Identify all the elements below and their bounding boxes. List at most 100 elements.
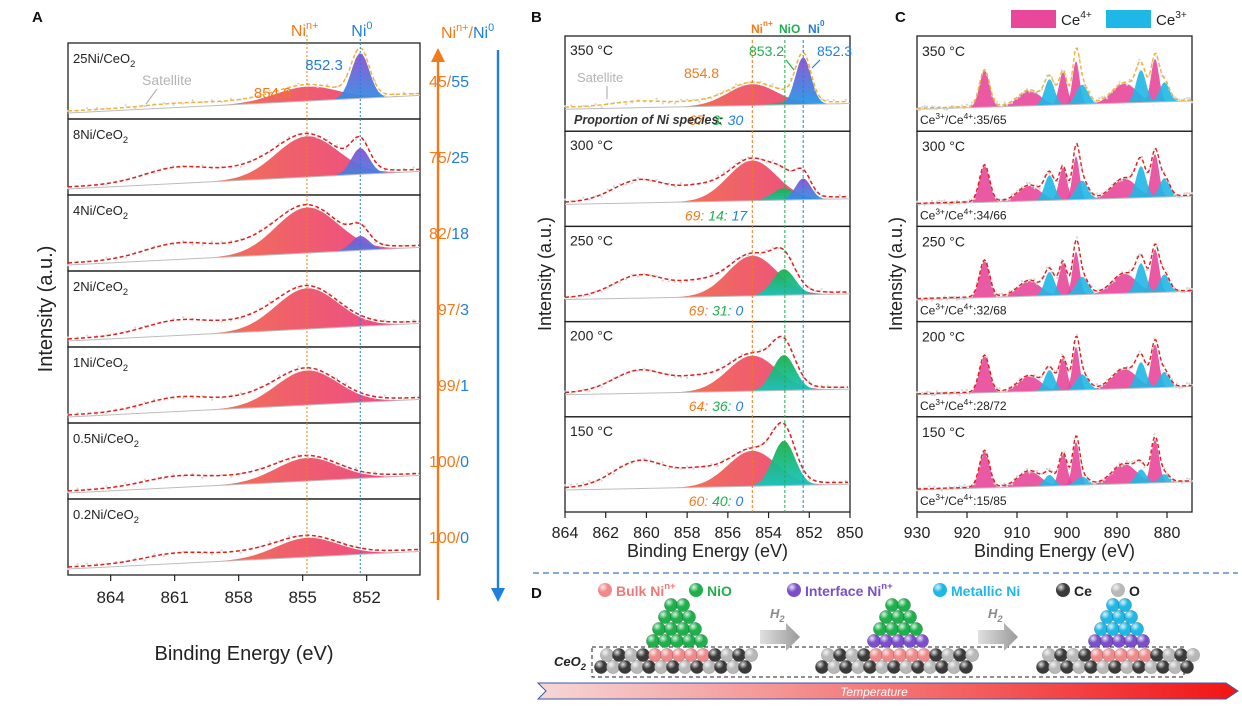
area-ce4: [1047, 358, 1078, 391]
ce-ratio-a-sup: 3+: [935, 397, 945, 407]
atom-shine: [875, 660, 889, 674]
sample-name-sub: 2: [134, 515, 139, 525]
data-point: [1048, 366, 1051, 369]
data-point: [1128, 461, 1131, 464]
data-point: [661, 102, 664, 105]
atom-shine: [738, 660, 752, 674]
data-point: [753, 349, 756, 352]
data-point: [1170, 479, 1174, 483]
fit-envelope: [565, 51, 849, 108]
ce-ratio-a: Ce: [920, 208, 936, 222]
data-point: [948, 203, 951, 206]
proportion-values: 69: 14: 17: [685, 207, 749, 223]
ratio-header: Nin+/Ni0: [441, 22, 494, 42]
area-ce3: [1144, 82, 1184, 103]
ratio-sep: /: [456, 454, 461, 471]
data-point: [1070, 263, 1074, 267]
data-point: [1100, 96, 1104, 99]
data-point: [297, 82, 300, 85]
data-point: [1073, 437, 1076, 440]
ce-ratio-value-a: 15: [977, 494, 991, 508]
support-label-main: CeO: [554, 654, 581, 669]
data-point: [1005, 389, 1009, 392]
data-point: [86, 106, 89, 110]
x-tick-label: 910: [1004, 525, 1031, 542]
data-point: [655, 274, 658, 278]
data-point: [765, 440, 768, 443]
data-point: [637, 176, 640, 179]
data-point: [943, 199, 946, 202]
peak-label-2: 852.3: [305, 57, 343, 74]
atom-shine: [947, 660, 961, 674]
data-point: [306, 134, 310, 137]
data-point: [612, 377, 615, 380]
fit-envelope: [67, 46, 421, 112]
fit-envelope: [67, 132, 421, 188]
data-point: [820, 98, 823, 101]
data-point: [1055, 468, 1059, 472]
atom-shine: [678, 660, 692, 674]
data-point: [1185, 382, 1189, 385]
data-point: [692, 467, 695, 470]
data-point: [814, 189, 817, 193]
satellite-label: Satellite: [142, 72, 192, 88]
area-ce3: [1029, 271, 1069, 297]
data-point: [201, 100, 204, 104]
data-point: [759, 253, 762, 256]
atom-shine: [732, 648, 746, 662]
data-point: [1125, 177, 1129, 180]
data-point: [210, 553, 214, 556]
proportion-sep: :: [704, 303, 712, 319]
data-point: [1150, 251, 1154, 255]
data-point: [268, 540, 271, 543]
data-point: [594, 194, 597, 197]
data-point: [930, 393, 934, 397]
data-point: [582, 388, 585, 391]
data-point: [759, 444, 762, 447]
ce-ratio-label: Ce3+/Ce4+:32/68: [920, 302, 1007, 318]
data-point: [172, 103, 175, 106]
data-point: [105, 107, 108, 110]
data-point: [925, 390, 929, 393]
data-point: [1188, 382, 1191, 385]
data-point: [134, 326, 137, 329]
area-ce4: [1062, 346, 1089, 391]
data-point: [940, 106, 944, 110]
data-point: [935, 390, 939, 393]
data-point: [1038, 187, 1041, 190]
data-point: [268, 300, 271, 303]
atom-shine: [873, 622, 887, 636]
sample-name-sub: 2: [130, 59, 135, 69]
data-point: [606, 188, 609, 191]
data-point: [278, 91, 281, 94]
data-point: [1163, 364, 1166, 368]
data-point: [134, 107, 137, 110]
data-point: [940, 391, 944, 394]
h2-label-main: H: [770, 606, 780, 621]
temperature-label: 350 °C: [922, 43, 965, 59]
data-point: [728, 360, 731, 363]
ratio-label: 100/0: [429, 530, 469, 547]
atom-shine: [1186, 648, 1200, 662]
atom-shine: [935, 660, 949, 674]
data-point: [838, 193, 841, 197]
data-point: [1180, 291, 1184, 294]
atom-shine: [720, 648, 734, 662]
legend-label: Metallic Ni: [951, 583, 1020, 599]
data-point: [1178, 196, 1181, 199]
ce-ratio-sep: /: [945, 304, 949, 318]
data-point: [364, 224, 367, 228]
atom-shine: [953, 648, 967, 662]
atom-shine: [714, 660, 728, 674]
data-point: [354, 220, 358, 223]
atom-shine: [594, 660, 608, 674]
area-ce4: [1047, 453, 1078, 487]
data-point: [1058, 363, 1061, 366]
data-point: [86, 334, 89, 337]
area-ce3: [1029, 474, 1069, 487]
data-point: [1000, 105, 1004, 108]
data-point: [576, 297, 579, 300]
data-point: [710, 272, 713, 275]
data-point: [1190, 101, 1194, 104]
data-point: [239, 317, 242, 320]
